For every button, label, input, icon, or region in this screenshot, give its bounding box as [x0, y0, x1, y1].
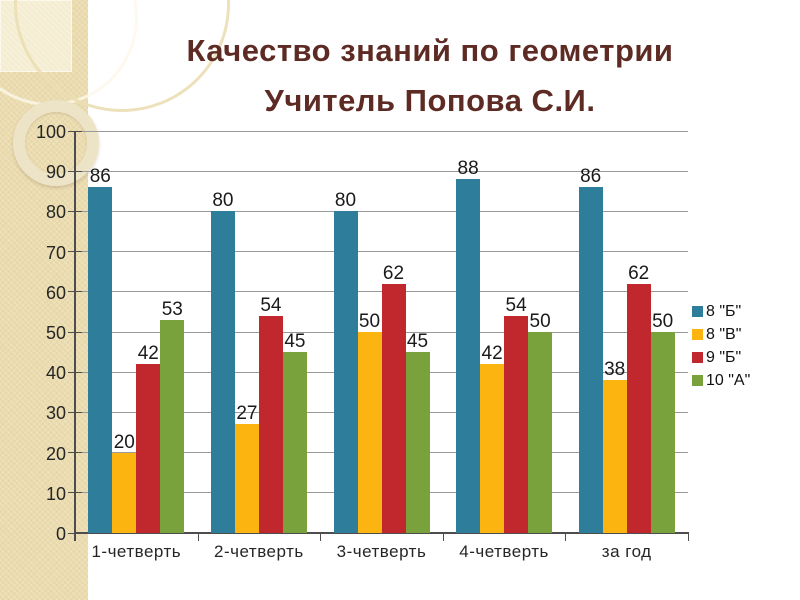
bar-4-четверть-8 "Б" — [456, 179, 481, 533]
slide-title-line2: Учитель Попова С.И. — [264, 83, 596, 118]
x-axis-tick — [197, 533, 199, 541]
bar-value-label: 27 — [236, 403, 258, 425]
slide-title: Качество знаний по геометрии Учитель Поп… — [95, 26, 765, 126]
x-category-label: за год — [601, 542, 652, 561]
y-axis-tick-label: 20 — [45, 443, 66, 464]
y-axis-tick-label: 30 — [45, 403, 66, 424]
bar-value-label: 80 — [212, 190, 234, 212]
bar-1-четверть-10 "А" — [160, 319, 185, 533]
x-axis-line — [74, 532, 689, 534]
bar-1-четверть-8 "В" — [112, 452, 137, 533]
bar-value-label: 88 — [457, 158, 479, 180]
bar-2-четверть-9 "Б" — [258, 315, 283, 533]
bar-value-label: 53 — [161, 298, 183, 320]
bar-value-label: 45 — [284, 331, 306, 353]
y-axis-tick-label: 60 — [45, 282, 66, 303]
bar-1-четверть-9 "Б" — [136, 364, 161, 533]
bar-value-label: 20 — [113, 431, 135, 453]
legend-swatch-icon — [692, 352, 703, 363]
bar-value-label: 86 — [580, 166, 602, 188]
x-category-label: 3-четверть — [336, 542, 427, 561]
legend-item: 9 "Б" — [692, 346, 750, 369]
legend-label: 10 "А" — [706, 371, 751, 389]
legend-swatch-icon — [692, 306, 703, 317]
y-axis-tick-label: 100 — [35, 122, 66, 142]
gridline — [75, 210, 688, 212]
y-axis-tick-label: 10 — [45, 483, 66, 504]
bar-2-четверть-8 "Б" — [210, 211, 235, 533]
gridline — [75, 251, 688, 253]
bar-value-label: 50 — [652, 311, 674, 332]
legend-label: 8 "Б" — [706, 302, 742, 320]
slide-title-line1: Качество знаний по геометрии — [186, 33, 674, 68]
bar-value-label: 86 — [89, 166, 111, 188]
bar-value-label: 62 — [382, 262, 405, 284]
x-axis-tick — [442, 533, 444, 541]
bar-1-четверть-8 "Б" — [88, 187, 113, 533]
x-axis-tick — [565, 533, 567, 541]
bar-value-label: 54 — [260, 294, 282, 316]
bar-value-label: 54 — [505, 294, 527, 316]
bar-за год-8 "В" — [602, 380, 627, 533]
bar-за год-8 "Б" — [578, 187, 603, 533]
legend-item: 8 "Б" — [692, 300, 750, 323]
y-axis-tick-label: 80 — [45, 202, 66, 223]
y-axis-tick-label: 70 — [45, 242, 66, 263]
y-axis-line — [74, 131, 76, 541]
legend-swatch-icon — [692, 329, 703, 340]
legend-item: 10 "А" — [692, 369, 750, 392]
bar-3-четверть-8 "Б" — [333, 211, 358, 533]
bar-2-четверть-10 "А" — [282, 352, 307, 533]
bar-4-четверть-9 "Б" — [504, 315, 529, 533]
x-axis-tick — [688, 533, 689, 541]
x-category-label: 4-четверть — [459, 542, 549, 561]
y-axis-tick-label: 40 — [45, 363, 66, 384]
bar-value-label: 62 — [628, 262, 650, 284]
x-axis-tick — [75, 533, 76, 541]
chart-legend: 8 "Б" 8 "В" 9 "Б" 10 "А" — [692, 300, 750, 392]
bar-value-label: 80 — [334, 190, 357, 212]
bar-4-четверть-8 "В" — [480, 364, 505, 533]
bar-4-четверть-10 "А" — [528, 332, 553, 533]
y-axis-tick-label: 90 — [45, 162, 66, 183]
y-axis-tick-label: 0 — [55, 524, 66, 544]
bar-3-четверть-8 "В" — [357, 332, 382, 533]
y-axis-tick-label: 50 — [45, 323, 66, 343]
bar-за год-10 "А" — [650, 332, 675, 533]
bar-value-label: 42 — [137, 343, 159, 365]
bar-value-label: 42 — [481, 343, 503, 365]
x-category-label: 2-четверть — [214, 542, 304, 561]
bar-value-label: 45 — [406, 331, 429, 353]
bar-2-четверть-8 "В" — [234, 424, 259, 533]
bar-3-четверть-10 "А" — [405, 352, 430, 533]
gridline — [75, 130, 688, 132]
x-category-label: 1-четверть — [91, 542, 182, 561]
bar-value-label: 38 — [604, 359, 626, 381]
legend-swatch-icon — [692, 375, 703, 386]
x-axis-tick — [320, 533, 322, 541]
legend-label: 8 "В" — [706, 325, 742, 343]
legend-label: 9 "Б" — [706, 348, 742, 366]
gridline — [75, 170, 688, 172]
bar-3-четверть-9 "Б" — [381, 283, 406, 533]
bar-за год-9 "Б" — [626, 283, 651, 533]
legend-item: 8 "В" — [692, 323, 750, 346]
bar-value-label: 50 — [529, 311, 551, 332]
bar-value-label: 50 — [358, 311, 381, 332]
